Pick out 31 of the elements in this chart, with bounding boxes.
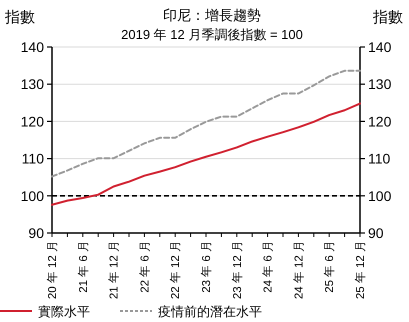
- y2-tick-label: 110: [368, 150, 391, 167]
- x-tick-label: 25 年 12 月: [354, 240, 367, 300]
- x-tick-label: 25 年 6 月: [323, 240, 336, 293]
- y-tick-label: 120: [20, 113, 44, 130]
- x-tick-label: 24 年 12 月: [292, 240, 306, 300]
- y-tick-label: 140: [20, 39, 44, 55]
- y-axis-title: 指數: [4, 9, 35, 26]
- legend-label: 實際水平: [38, 304, 90, 319]
- x-tick-label: 22 年 6 月: [138, 240, 152, 293]
- x-tick-label: 22 年 12 月: [169, 240, 182, 300]
- x-tick-label: 21 年 12 月: [108, 240, 121, 300]
- y-tick-label: 110: [22, 150, 44, 167]
- y2-tick-label: 120: [368, 113, 392, 130]
- y-tick-label: 90: [28, 225, 44, 241]
- y-tick-label: 130: [20, 76, 44, 92]
- x-tick-label: 24 年 6 月: [262, 240, 275, 293]
- x-tick-label: 23 年 6 月: [200, 240, 213, 293]
- x-tick-label: 20 年 12 月: [46, 240, 59, 300]
- y2-tick-label: 130: [368, 76, 392, 92]
- legend-label: 疫情前的潛在水平: [158, 304, 262, 319]
- x-tick-label: 23 年 12 月: [230, 240, 244, 300]
- x-tick-label: 21 年 6 月: [76, 240, 90, 293]
- y2-axis-title: 指數: [372, 9, 403, 26]
- line-series: [51, 70, 361, 178]
- line-series: [51, 102, 361, 206]
- chart-subtitle: 2019 年 12 月季調後指數 = 100: [121, 27, 303, 42]
- y2-tick-label: 140: [368, 39, 392, 55]
- y2-tick-label: 90: [368, 225, 384, 241]
- y2-tick-label: 100: [368, 188, 392, 204]
- y-tick-label: 100: [20, 188, 44, 204]
- chart-title: 印尼：增長趨勢: [163, 7, 261, 23]
